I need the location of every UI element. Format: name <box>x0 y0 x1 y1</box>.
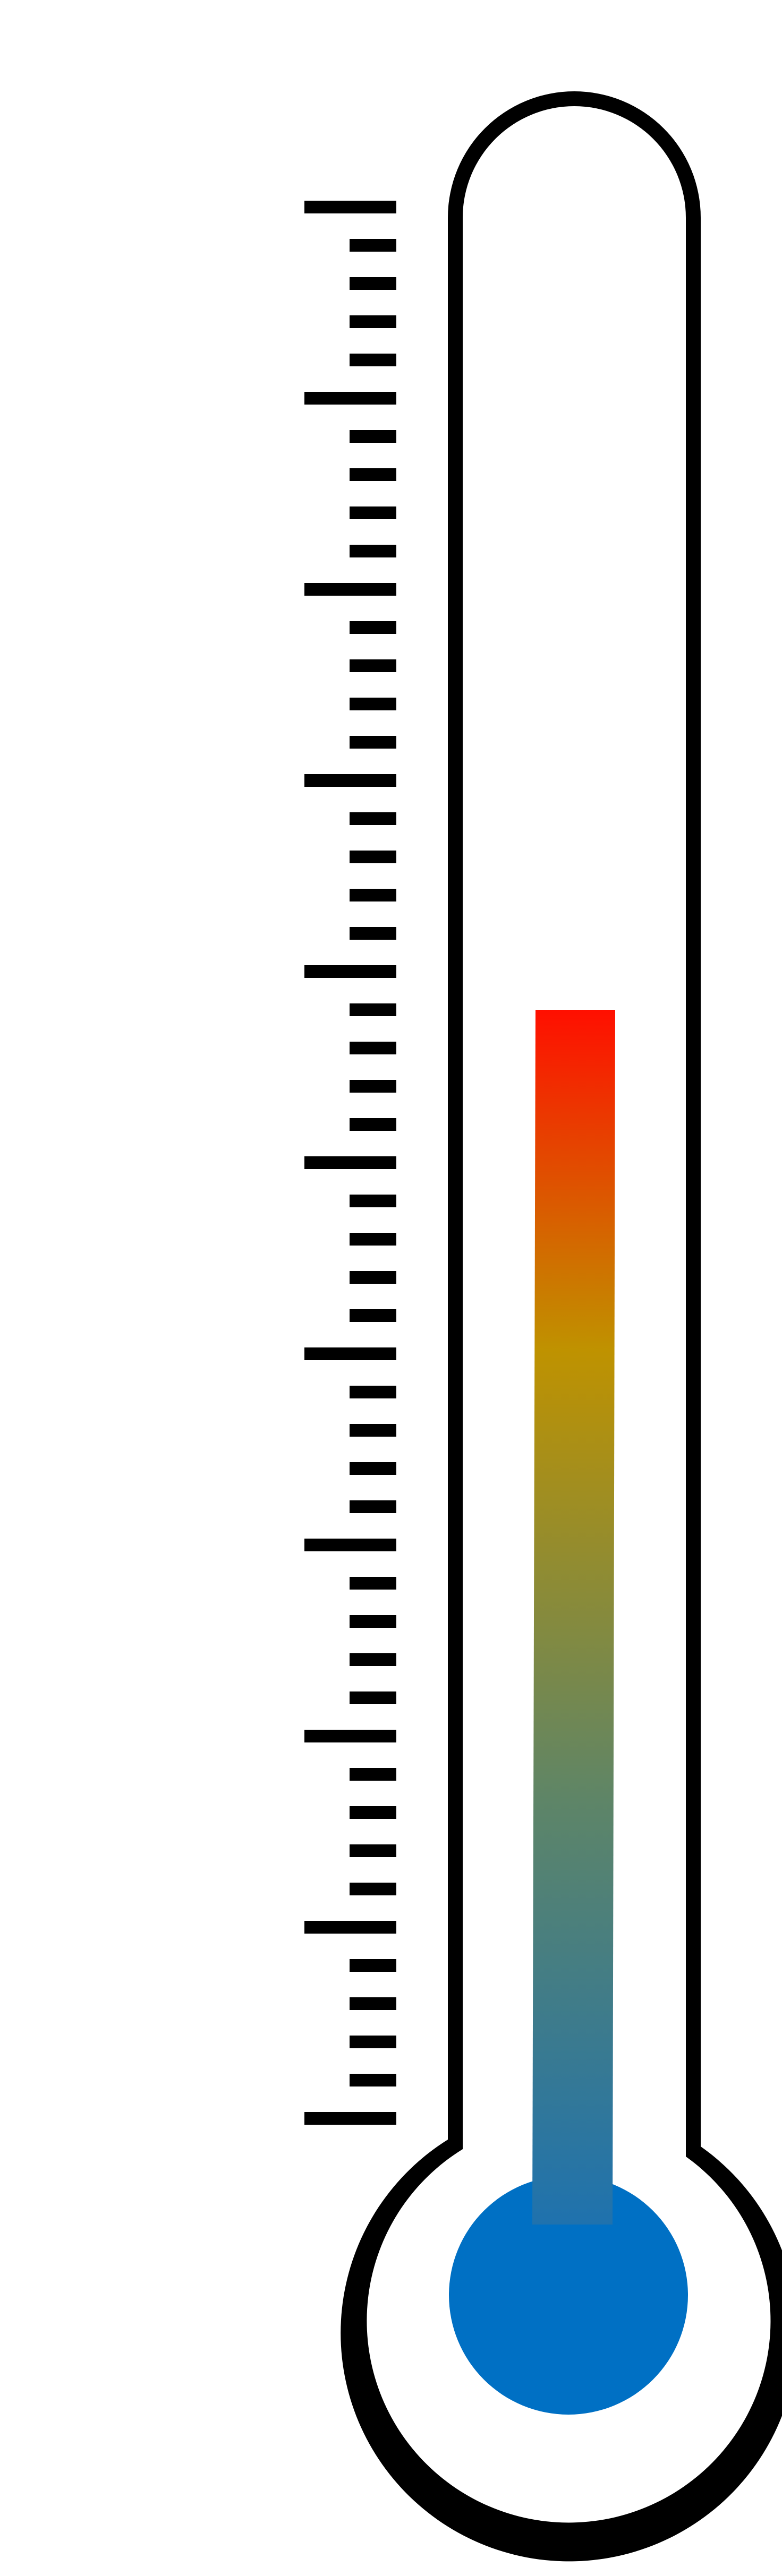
minor-tick <box>350 621 396 634</box>
major-tick <box>304 965 396 978</box>
mercury-column <box>532 1010 615 2225</box>
minor-tick <box>350 698 396 710</box>
minor-tick <box>350 1424 396 1437</box>
major-tick <box>304 392 396 405</box>
minor-tick <box>350 1615 396 1628</box>
minor-tick <box>350 1118 396 1131</box>
minor-tick <box>350 927 396 940</box>
minor-tick <box>350 1577 396 1590</box>
major-tick <box>304 774 396 787</box>
major-tick <box>304 1730 396 1742</box>
minor-tick <box>350 545 396 557</box>
minor-tick <box>350 315 396 328</box>
minor-tick <box>350 1309 396 1322</box>
major-tick <box>304 583 396 596</box>
thermometer-bulb <box>449 2176 688 2415</box>
major-tick <box>304 1539 396 1551</box>
minor-tick <box>350 468 396 481</box>
major-tick <box>304 201 396 213</box>
minor-tick <box>350 736 396 749</box>
minor-tick <box>350 851 396 863</box>
minor-tick <box>350 1806 396 1819</box>
minor-tick <box>350 1768 396 1781</box>
minor-tick <box>350 1691 396 1704</box>
minor-tick <box>350 1653 396 1666</box>
scale-ticks <box>304 201 396 2125</box>
major-tick <box>304 2112 396 2125</box>
minor-tick <box>350 506 396 519</box>
major-tick <box>304 1156 396 1169</box>
major-tick <box>304 1347 396 1360</box>
minor-tick <box>350 2074 396 2086</box>
minor-tick <box>350 1042 396 1054</box>
minor-tick <box>350 1080 396 1093</box>
major-tick <box>304 1921 396 1934</box>
minor-tick <box>350 1003 396 1016</box>
minor-tick <box>350 1233 396 1246</box>
minor-tick <box>350 430 396 443</box>
minor-tick <box>350 277 396 290</box>
minor-tick <box>350 1195 396 1207</box>
minor-tick <box>350 1271 396 1284</box>
minor-tick <box>350 354 396 366</box>
minor-tick <box>350 2036 396 2048</box>
minor-tick <box>350 1844 396 1857</box>
minor-tick <box>350 1883 396 1895</box>
minor-tick <box>350 1462 396 1475</box>
minor-tick <box>350 659 396 672</box>
minor-tick <box>350 889 396 901</box>
minor-tick <box>350 1386 396 1398</box>
minor-tick <box>350 239 396 252</box>
minor-tick <box>350 1959 396 1972</box>
minor-tick <box>350 1500 396 1513</box>
minor-tick <box>350 812 396 825</box>
minor-tick <box>350 1997 396 2010</box>
